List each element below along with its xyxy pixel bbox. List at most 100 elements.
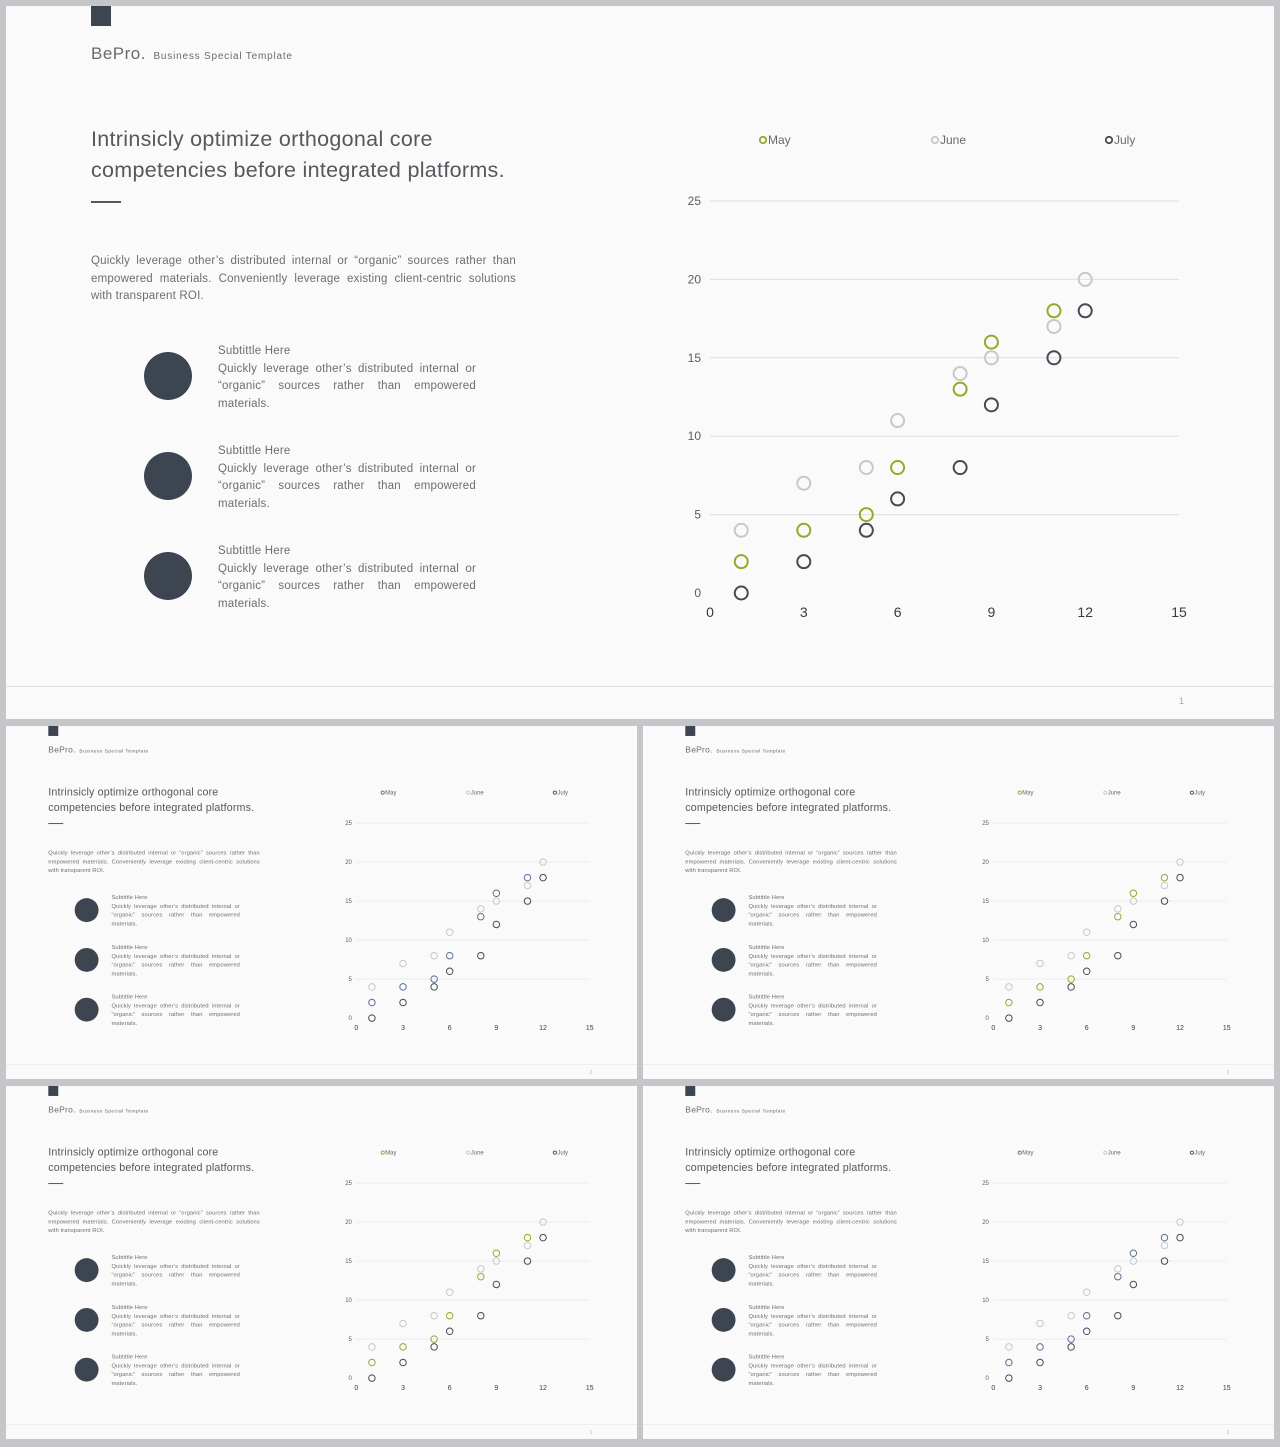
data-point-may — [1046, 303, 1062, 319]
legend-label-may: May — [1022, 1151, 1033, 1157]
feature-body: Quickly leverage other’s distributed int… — [218, 362, 476, 410]
data-point-june — [523, 881, 532, 890]
data-point-may — [399, 983, 407, 991]
data-point-june — [368, 983, 376, 991]
legend-marker-june — [466, 790, 471, 795]
brand-tagline: Business Special Template — [716, 1108, 786, 1114]
feature-body: Quickly leverage other’s distributed int… — [111, 1362, 240, 1387]
intro-paragraph: Quickly leverage other’s distributed int… — [685, 849, 897, 874]
headline-divider — [48, 823, 64, 825]
slide-1[interactable]: BePro. Business Special Template Intrins… — [6, 6, 1274, 719]
data-point-may — [430, 1335, 438, 1343]
feature-subtitle: Subtittle Here — [218, 445, 291, 457]
data-point-july — [733, 585, 749, 601]
feature-item: Subtittle Here Quickly leverage other’s … — [74, 895, 240, 927]
y-tick-label: 10 — [982, 1298, 989, 1304]
data-point-july — [445, 967, 454, 976]
data-point-june — [1160, 1241, 1169, 1250]
data-point-may — [1005, 1358, 1013, 1367]
legend-marker-july — [552, 1150, 557, 1155]
intro-paragraph: Quickly leverage other’s distributed int… — [48, 1209, 260, 1234]
feature-body: Quickly leverage other’s distributed int… — [111, 903, 240, 927]
data-point-june — [430, 1311, 438, 1320]
data-point-june — [523, 1241, 532, 1250]
data-point-june — [1160, 881, 1169, 890]
legend-label-july: July — [557, 791, 568, 797]
data-point-july — [1160, 1257, 1169, 1265]
feature-subtitle: Subtittle Here — [748, 944, 785, 951]
data-point-june — [399, 959, 407, 968]
legend-label-june: June — [471, 791, 485, 797]
data-point-may — [858, 507, 874, 523]
x-tick-label: 15 — [1223, 1385, 1231, 1392]
scatter-chart: 0 5 10 15 20 25 0 3 6 9 12 15 May June July — [688, 133, 1187, 620]
feature-dot — [74, 1258, 99, 1283]
data-point-may — [523, 873, 532, 882]
data-point-may — [1067, 975, 1075, 983]
feature-dot — [711, 1307, 736, 1332]
feature-body: Quickly leverage other’s distributed int… — [111, 1002, 240, 1027]
data-point-june — [890, 413, 906, 429]
data-point-july — [1036, 998, 1044, 1007]
feature-dot — [144, 452, 192, 500]
feature-item: Subtittle Here Quickly leverage other’s … — [74, 1255, 240, 1287]
slide-5[interactable]: BePro. Business Special Template Intrins… — [643, 1086, 1274, 1439]
headline: Intrinsicly optimize orthogonal core com… — [685, 1146, 892, 1174]
data-point-may — [952, 381, 968, 397]
feature-dot — [711, 1258, 736, 1283]
data-point-june — [445, 1288, 454, 1297]
slide-2[interactable]: BePro. Business Special Template Intrins… — [6, 726, 637, 1079]
y-tick-label: 15 — [688, 351, 702, 365]
brand: BePro. Business Special Template — [685, 1105, 785, 1115]
x-tick-label: 9 — [494, 1385, 498, 1392]
slide-3[interactable]: BePro. Business Special Template Intrins… — [643, 726, 1274, 1079]
legend-label-may: May — [385, 791, 396, 797]
y-tick-label: 5 — [349, 1337, 353, 1343]
headline-divider — [685, 1183, 701, 1185]
x-tick-label: 15 — [1223, 1025, 1231, 1032]
feature-subtitle: Subtittle Here — [748, 894, 785, 901]
legend-marker-july — [1189, 790, 1194, 795]
feature-body: Quickly leverage other’s distributed int… — [218, 462, 476, 510]
data-point-june — [1082, 1288, 1091, 1297]
feature-dot — [711, 1357, 736, 1382]
data-point-june — [492, 1257, 501, 1265]
slide-4[interactable]: BePro. Business Special Template Intrins… — [6, 1086, 637, 1439]
feature-item: Subtittle Here Quickly leverage other’s … — [144, 545, 476, 610]
data-point-june — [858, 460, 874, 476]
feature-subtitle: Subtittle Here — [111, 944, 148, 951]
data-point-may — [1082, 951, 1091, 960]
data-point-july — [1046, 350, 1062, 366]
data-point-july — [523, 897, 532, 905]
x-tick-label: 15 — [586, 1025, 594, 1032]
data-point-july — [1082, 967, 1091, 976]
scatter-chart: 0 5 10 15 20 25 0 3 6 9 12 15 May June July — [345, 790, 594, 1032]
data-point-may — [492, 1249, 501, 1257]
feature-body: Quickly leverage other’s distributed int… — [111, 1263, 240, 1287]
slide-content: BePro. Business Special Template Intrins… — [643, 726, 1274, 1079]
feature-dot — [74, 898, 99, 923]
feature-item: Subtittle Here Quickly leverage other’s … — [74, 1354, 240, 1387]
legend-marker-june — [930, 135, 940, 145]
feature-item: Subtittle Here Quickly leverage other’s … — [144, 445, 476, 510]
data-point-june — [1067, 951, 1075, 960]
headline: Intrinsicly optimize orthogonal core com… — [48, 1146, 255, 1174]
feature-dot — [711, 947, 736, 972]
y-tick-label: 20 — [982, 1220, 989, 1226]
feature-dot — [74, 1307, 99, 1332]
footer-divider — [6, 686, 1274, 687]
data-point-july — [1129, 920, 1138, 929]
data-point-july — [492, 1280, 501, 1289]
feature-subtitle: Subtittle Here — [218, 345, 291, 357]
headline: Intrinsicly optimize orthogonal core com… — [685, 786, 892, 814]
data-point-july — [858, 522, 874, 538]
x-tick-label: 12 — [1077, 604, 1093, 620]
y-tick-label: 20 — [688, 272, 702, 286]
data-point-may — [1082, 1311, 1091, 1320]
brand-name: BePro. — [685, 1104, 713, 1115]
legend-marker-june — [466, 1150, 471, 1155]
data-point-june — [1176, 1218, 1184, 1226]
data-point-june — [492, 897, 501, 905]
data-point-june — [1067, 1311, 1075, 1320]
legend-marker-may — [1017, 790, 1022, 795]
